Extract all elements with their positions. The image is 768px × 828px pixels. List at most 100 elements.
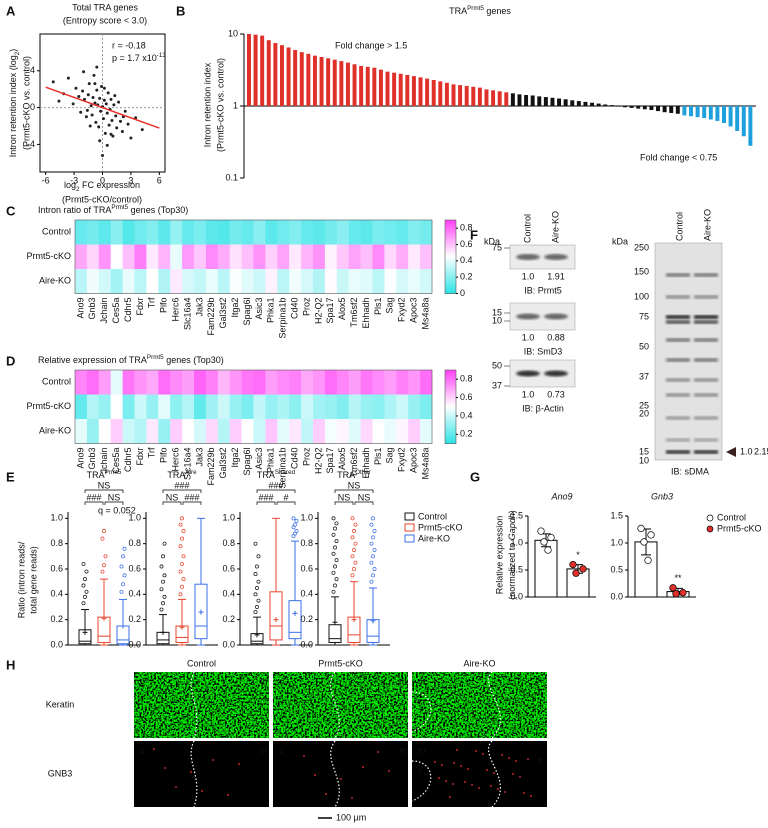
- x-tick-label: Gal3st2: [218, 448, 228, 479]
- micrograph-spot: [464, 781, 466, 783]
- micrograph-spot: [530, 795, 532, 797]
- chart-title: Intron ratio of TRAPrmt5 genes (Top30): [38, 204, 188, 215]
- kda-marker: 37: [639, 371, 649, 381]
- heat-cell: [289, 370, 302, 395]
- colorbar-step: [445, 439, 456, 443]
- bar: [642, 106, 647, 110]
- point: [140, 128, 144, 132]
- outlier: [102, 529, 106, 533]
- heat-cell: [182, 220, 195, 245]
- bar: [293, 49, 298, 106]
- heat-cell: [277, 269, 290, 294]
- heat-cell: [420, 269, 433, 294]
- point: [679, 589, 687, 597]
- y-axis-label: (Prmt5-cKO vs. control): [21, 56, 31, 150]
- outlier: [350, 554, 355, 559]
- bar: [326, 58, 331, 106]
- blot-band: [666, 320, 690, 324]
- annotation: r = -0.18: [112, 40, 146, 50]
- mean: [198, 609, 204, 615]
- colorbar-step: [445, 278, 456, 282]
- region-border: [330, 671, 340, 739]
- bar: [583, 101, 588, 106]
- bar: [517, 94, 522, 106]
- heat-cell: [158, 244, 171, 270]
- y-tick-label: 0.4: [300, 589, 313, 599]
- point: [569, 560, 577, 569]
- colorbar-step: [445, 242, 456, 245]
- panel-title: TRAAire: [167, 469, 197, 480]
- region-label: c: [279, 745, 284, 755]
- colorbar-step: [445, 251, 456, 254]
- x-tick-label: Asic3: [254, 298, 264, 320]
- box: [97, 616, 111, 643]
- mean: [370, 618, 376, 624]
- blot-band: [694, 393, 718, 397]
- point: [105, 111, 109, 115]
- colorbar-step: [445, 388, 456, 391]
- x-tick-label: Jak3: [194, 298, 204, 317]
- heat-cell: [301, 269, 314, 294]
- heat-cell: [194, 244, 207, 270]
- micrograph-spot: [475, 750, 477, 752]
- heat-cell: [348, 370, 361, 395]
- x-tick-label: Ms4a8a: [420, 448, 430, 480]
- bar: [715, 106, 720, 121]
- bar: [543, 97, 548, 106]
- heat-cell: [372, 269, 385, 294]
- blot-band: [694, 450, 718, 454]
- x-tick-label: Pifo: [159, 448, 169, 464]
- y-tick-label: 0.0: [222, 639, 235, 649]
- bar: [425, 78, 430, 106]
- bar: [741, 106, 746, 137]
- x-tick-label: Pls1: [373, 298, 383, 316]
- point: [123, 109, 127, 113]
- region-label: m: [418, 676, 426, 686]
- x-tick-label: Fam229b: [206, 298, 216, 336]
- outlier: [84, 569, 89, 574]
- outlier: [253, 541, 258, 546]
- outlier: [181, 554, 186, 559]
- chart-title-part: genes: [484, 6, 512, 16]
- outlier: [181, 577, 186, 582]
- blot-band: [694, 416, 718, 420]
- blot-band: [544, 370, 568, 377]
- colorbar-step: [445, 421, 456, 424]
- heat-cell: [336, 419, 349, 444]
- bar: [735, 106, 740, 131]
- point: [640, 538, 648, 546]
- colorbar-step: [445, 377, 456, 380]
- blot-band: [666, 295, 690, 299]
- bar: [444, 82, 449, 106]
- bar: [722, 106, 726, 124]
- blot-band: [694, 295, 718, 299]
- mean: [101, 615, 107, 621]
- annotation: Fold change < 0.75: [640, 152, 717, 162]
- y-tick-label: 1.5: [610, 510, 623, 520]
- legend-label: Prmt5-cKO: [717, 523, 762, 533]
- y-axis-label-part: (normalized to: [507, 540, 517, 600]
- significance: NS: [338, 492, 351, 502]
- heat-cell: [194, 220, 207, 245]
- point: [57, 99, 61, 103]
- y-axis-label-part: ): [8, 49, 18, 52]
- bar: [279, 45, 284, 106]
- bar: [464, 85, 469, 106]
- box: [347, 616, 361, 643]
- micrograph-spot: [460, 765, 462, 767]
- outlier: [178, 569, 183, 574]
- legend-swatch: [404, 512, 415, 521]
- outlier: [255, 564, 259, 569]
- heat-cell: [86, 269, 100, 294]
- heat-cell: [336, 269, 349, 294]
- row-label: Prmt5-cKO: [26, 251, 71, 261]
- bracket: [84, 501, 104, 505]
- heat-cell: [158, 394, 171, 420]
- heat-cell: [194, 269, 207, 294]
- y-axis-label: Relative expression: [494, 516, 504, 595]
- colorbar-step: [445, 287, 456, 291]
- outlier: [353, 522, 358, 527]
- outlier: [293, 522, 297, 527]
- bracket: [334, 489, 374, 493]
